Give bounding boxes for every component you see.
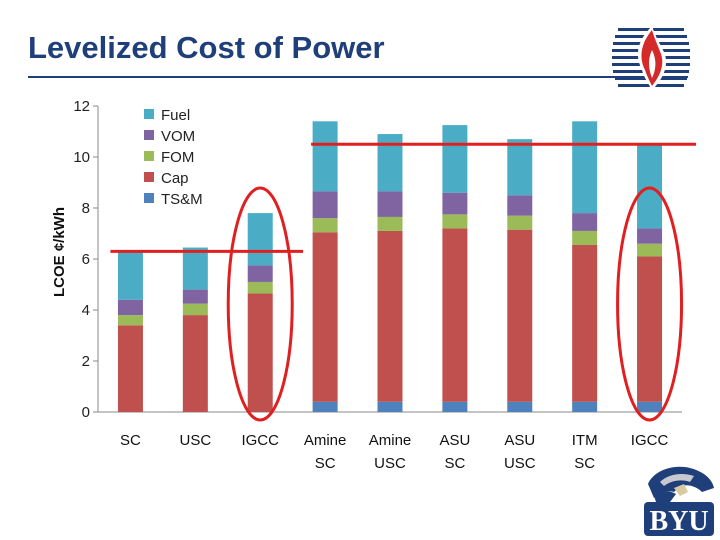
title-divider [28,76,688,78]
highlight-ellipse [616,186,684,422]
legend-swatch [144,193,154,203]
y-tick-label: 8 [82,200,90,217]
byu-logo-text: BYU [649,506,708,537]
bar-segment-cap [117,325,143,412]
bar-segment-cap [182,315,208,412]
y-tick-label: 10 [73,149,90,166]
bar-segment-fuel [247,213,273,266]
category-label: ITM SC [572,432,598,472]
category-label: IGCC [631,432,669,449]
bar-segment-fuel [312,121,338,192]
bar-segment-vom [507,195,533,216]
bar-segment-fuel [572,121,598,214]
legend-swatch [144,172,154,182]
category-label: USC [179,432,211,449]
y-axis-label: LCOE ¢/kWh [51,207,68,297]
category-label: ASU USC [504,432,536,472]
bar-segment-vom [247,265,273,282]
bar-segment-tsm [637,401,663,412]
bar-segment-vom [117,299,143,316]
highlight-ellipse [226,186,294,422]
bar-segment-fuel [637,144,663,229]
bar-segment-cap [637,256,663,402]
category-label: IGCC [241,432,279,449]
category-label: Amine SC [304,432,347,472]
bar-segment-fom [247,281,273,294]
bar-segment-fom [117,315,143,326]
bar-segment-fom [312,218,338,233]
bar-segment-fom [377,216,403,231]
legend-label: Fuel [161,107,190,124]
legend-swatch [144,130,154,140]
bar-segment-vom [572,213,598,231]
category-label: SC [120,432,141,449]
bar-segment-tsm [572,401,598,412]
bar-segment-cap [572,244,598,402]
chart-legend: Fuel VOM FOM Cap TS&M [144,107,203,208]
bar-segment-cap [442,228,468,402]
bar-segment-fom [442,214,468,229]
bar-segment-fuel [507,139,533,196]
legend-label: VOM [161,128,195,145]
bar-segment-cap [312,232,338,402]
bar-segment-tsm [442,401,468,412]
legend-swatch [144,151,154,161]
bar-segment-fuel [442,125,468,193]
legend-label: TS&M [161,191,203,208]
y-tick-label: 6 [82,251,90,268]
byu-cougar-logo-icon: BYU [644,466,714,537]
y-tick-label: 4 [82,302,90,319]
category-label: ASU SC [439,432,470,472]
bar-segment-fuel [182,247,208,290]
bar-segment-fom [182,303,208,316]
y-tick-label: 12 [73,98,90,115]
annotations [110,142,696,422]
bar-segment-fom [572,230,598,245]
bar-segment-fuel [117,251,143,300]
y-tick-label: 2 [82,353,90,370]
flame-logo-icon [612,26,690,90]
bar-segment-cap [377,230,403,402]
y-tick-label: 0 [82,404,90,421]
slide-title: Levelized Cost of Power [28,30,385,65]
bar-segment-cap [247,293,273,412]
bar-segment-fom [637,243,663,257]
bar-segment-tsm [312,401,338,412]
legend-swatch [144,109,154,119]
category-label: Amine USC [369,432,412,472]
bar-segment-vom [442,192,468,215]
bar-segment-tsm [507,401,533,412]
legend-label: FOM [161,149,194,166]
legend-label: Cap [161,170,189,187]
category-labels: SC USC IGCC Amine SC Amine USC ASU SC ASU USC ITM SC… [120,432,668,472]
bar-stacks [117,121,663,412]
bar-segment-vom [312,191,338,219]
bar-segment-fom [507,215,533,230]
y-tick-labels: 0 2 4 6 8 10 12 [73,98,98,421]
bar-segment-tsm [377,401,403,412]
bar-segment-cap [507,229,533,402]
bar-segment-vom [637,228,663,244]
bar-segment-vom [377,191,403,217]
bar-segment-fuel [377,134,403,192]
bar-segment-vom [182,289,208,304]
